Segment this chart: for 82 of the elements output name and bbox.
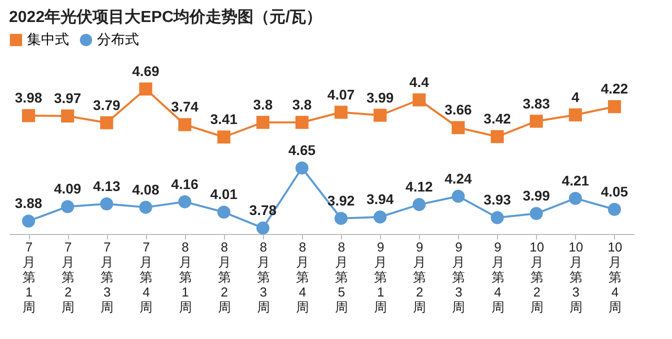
point [217, 130, 230, 144]
data-label: 4.16 [171, 176, 199, 192]
point [608, 202, 621, 216]
point [334, 106, 348, 119]
data-label: 3.97 [54, 90, 82, 106]
legend-label: 集中式 [27, 31, 69, 47]
point [490, 130, 504, 144]
point [139, 82, 152, 96]
point [374, 210, 387, 224]
x-tick-label: 9月第4周 [491, 240, 504, 314]
chart-title: 2022年光伏项目大EPC均价走势图（元/瓦） [9, 8, 322, 26]
point [490, 211, 504, 224]
point [139, 200, 152, 214]
x-tick-label: 10月第3周 [568, 240, 584, 314]
data-label: 4.07 [327, 86, 355, 102]
data-label: 4.08 [132, 181, 160, 198]
data-label: 3.99 [366, 89, 394, 106]
point [530, 114, 543, 128]
point [22, 214, 36, 228]
point [178, 195, 192, 208]
data-label: 3.42 [484, 110, 512, 127]
point [295, 161, 308, 175]
x-tick-label: 9月第1周 [374, 240, 388, 314]
x-tick-label: 8月第1周 [178, 240, 192, 314]
data-label: 4.69 [132, 63, 160, 79]
point [100, 116, 114, 130]
data-label: 3.41 [210, 111, 238, 127]
data-label: 4.01 [210, 186, 238, 202]
point [61, 109, 74, 123]
point [412, 93, 426, 106]
point [608, 100, 621, 114]
data-label: 4.4 [409, 74, 430, 90]
data-label: 4.05 [600, 183, 628, 200]
x-tick-label: 8月第2周 [218, 240, 231, 314]
x-tick-label: 7月第1周 [22, 240, 36, 314]
point [412, 198, 426, 212]
point [452, 190, 465, 203]
point [334, 212, 348, 225]
point [100, 197, 114, 210]
x-tick-label: 7月第3周 [100, 240, 114, 314]
point [295, 116, 308, 129]
point [374, 108, 387, 122]
point [256, 221, 270, 235]
data-label: 4.24 [444, 170, 472, 186]
point [452, 121, 465, 134]
x-tick-label: 8月第5周 [335, 240, 348, 314]
data-label: 3.74 [171, 98, 199, 115]
legend-label: 分布式 [97, 31, 139, 47]
data-label: 3.92 [327, 192, 355, 208]
data-label: 4 [572, 88, 580, 105]
point [22, 109, 36, 122]
point [530, 207, 543, 220]
data-label: 4.65 [288, 142, 316, 158]
data-label: 4.12 [406, 178, 433, 195]
data-label: 3.66 [444, 102, 472, 118]
point [217, 206, 230, 219]
data-label: 3.8 [292, 96, 312, 112]
x-tick-label: 8月第4周 [296, 240, 309, 314]
x-tick-label: 10月第2周 [530, 240, 544, 314]
data-label: 3.83 [522, 95, 550, 112]
data-label: 3.8 [253, 96, 273, 112]
data-label: 3.98 [14, 90, 42, 106]
data-label: 3.79 [93, 96, 120, 113]
point [61, 200, 74, 214]
x-tick-label: 9月第2周 [413, 240, 426, 314]
x-tick-label: 7月第4周 [140, 240, 153, 314]
x-tick-label: 9月第3周 [452, 240, 466, 314]
data-label: 3.94 [366, 190, 394, 207]
point [568, 192, 582, 205]
data-label: 4.09 [54, 180, 82, 197]
point [178, 118, 192, 132]
data-label: 3.99 [522, 188, 550, 204]
point [256, 116, 270, 129]
point [568, 108, 582, 122]
x-tick-label: 10月第4周 [608, 240, 622, 314]
data-label: 3.93 [484, 192, 512, 208]
data-label: 4.21 [562, 172, 590, 188]
x-tick-label: 7月第2周 [62, 240, 75, 314]
data-label: 3.88 [14, 195, 42, 212]
data-label: 4.13 [93, 178, 120, 194]
data-label: 4.22 [600, 80, 628, 97]
x-tick-label: 8月第3周 [256, 240, 270, 314]
